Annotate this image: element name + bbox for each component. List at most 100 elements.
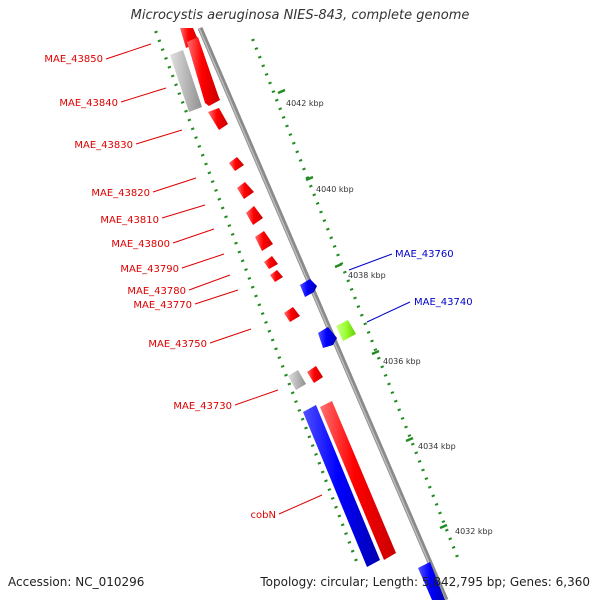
accession-text: Accession: NC_010296 [8, 575, 145, 589]
label-mae-43810[interactable]: MAE_43810 [100, 215, 159, 226]
minor-tick [160, 48, 165, 52]
label-mae-43820[interactable]: MAE_43820 [91, 188, 150, 199]
label-mae-43790[interactable]: MAE_43790 [120, 264, 179, 275]
minor-tick [438, 511, 442, 515]
minor-tick [257, 303, 262, 307]
minor-tick [337, 514, 342, 518]
gene-mae-43840[interactable] [187, 37, 220, 106]
label-mae-43840[interactable]: MAE_43840 [59, 98, 118, 109]
minor-tick [373, 348, 378, 352]
gene-mae-43800[interactable] [246, 206, 263, 225]
minor-tick [312, 193, 317, 197]
gene-mae-43830[interactable] [208, 108, 228, 130]
minor-tick [220, 206, 225, 210]
minor-tick [237, 250, 242, 254]
minor-tick [390, 391, 395, 395]
minor-tick [353, 296, 357, 300]
minor-tick [254, 47, 259, 51]
map-title: Microcystis aeruginosa NIES-843, complet… [130, 8, 470, 23]
minor-tick [154, 30, 158, 34]
minor-tick [278, 107, 283, 111]
minor-tick [180, 100, 185, 104]
minor-tick [280, 364, 285, 368]
kbp-scale: 4042 kbp 4040 kbp 4038 kbp 4036 kbp 4034… [277, 88, 493, 536]
gene-mae-43740[interactable] [336, 320, 356, 341]
gene-gray-1[interactable] [170, 50, 202, 112]
minor-tick [300, 417, 305, 421]
minor-tick [387, 382, 391, 386]
minor-tick [317, 461, 322, 465]
gene-mae-43730[interactable] [307, 366, 323, 383]
minor-tick [307, 435, 312, 439]
minor-tick [207, 171, 212, 175]
label-mae-43780[interactable]: MAE_43780 [127, 286, 186, 297]
minor-tick [247, 276, 252, 280]
minor-tick [305, 176, 310, 180]
minor-tick [424, 477, 429, 481]
minor-tick [244, 268, 248, 272]
minor-tick [187, 118, 192, 122]
minor-tick [271, 90, 276, 94]
minor-tick [315, 201, 320, 205]
minor-tick [336, 253, 340, 257]
gene-features [170, 28, 445, 600]
minor-tick [230, 232, 235, 236]
minor-tick [322, 219, 327, 223]
genome-backbone-highlight [198, 27, 446, 600]
gene-cobn[interactable] [303, 405, 380, 567]
minor-tick [174, 83, 178, 87]
label-mae-43730[interactable]: MAE_43730 [173, 401, 232, 412]
minor-tick [359, 313, 364, 317]
minor-tick [270, 338, 275, 342]
gene-bottom-blue[interactable] [418, 562, 445, 600]
minor-tick [356, 305, 361, 309]
gene-long-red[interactable] [320, 401, 396, 560]
minor-tick [234, 241, 238, 245]
minor-tick [410, 442, 415, 446]
minor-tick [281, 115, 286, 119]
kbp-label: 4036 kbp [383, 357, 421, 366]
gene-mae-43750[interactable] [284, 307, 300, 322]
gene-gray-2[interactable] [288, 370, 306, 390]
minor-tick [427, 485, 432, 489]
label-mae-43800[interactable]: MAE_43800 [111, 239, 170, 250]
gene-mae-43740-blue[interactable] [318, 327, 337, 348]
gene-mae-43820[interactable] [229, 157, 244, 171]
minor-tick [327, 488, 332, 492]
label-mae-43750[interactable]: MAE_43750 [148, 339, 207, 350]
minor-tick [194, 136, 198, 140]
minor-tick [291, 141, 296, 145]
minor-tick [274, 98, 279, 102]
minor-tick [284, 373, 288, 377]
gene-mae-43780[interactable] [264, 256, 278, 269]
minor-tick [451, 545, 456, 549]
label-mae-43770[interactable]: MAE_43770 [133, 300, 192, 311]
label-mae-43830[interactable]: MAE_43830 [74, 140, 133, 151]
kbp-label: 4040 kbp [316, 185, 354, 194]
minor-tick [376, 356, 381, 360]
label-mae-43850[interactable]: MAE_43850 [44, 54, 103, 65]
minor-tick [346, 279, 351, 283]
left-gene-labels: MAE_43850 MAE_43840 MAE_43830 MAE_43820 … [44, 43, 323, 521]
label-mae-43740[interactable]: MAE_43740 [414, 297, 473, 308]
minor-tick [250, 285, 255, 289]
minor-tick [257, 55, 262, 59]
minor-tick [349, 287, 354, 291]
minor-tick [407, 434, 412, 438]
gene-mae-43790[interactable] [255, 231, 273, 251]
minor-tick [261, 64, 266, 68]
minor-tick [167, 65, 172, 69]
minor-tick [287, 382, 292, 386]
minor-tick [297, 408, 302, 412]
minor-tick [324, 479, 328, 483]
gene-mae-43760[interactable] [300, 279, 317, 297]
minor-tick [417, 459, 422, 463]
minor-tick [285, 124, 289, 128]
minor-ticks-outer [251, 38, 459, 558]
label-cobn[interactable]: cobN [251, 510, 276, 521]
minor-tick [404, 425, 408, 429]
label-mae-43760[interactable]: MAE_43760 [395, 249, 454, 260]
gene-mae-43770[interactable] [270, 270, 283, 282]
minor-tick [363, 322, 368, 326]
gene-mae-43810[interactable] [237, 182, 254, 199]
